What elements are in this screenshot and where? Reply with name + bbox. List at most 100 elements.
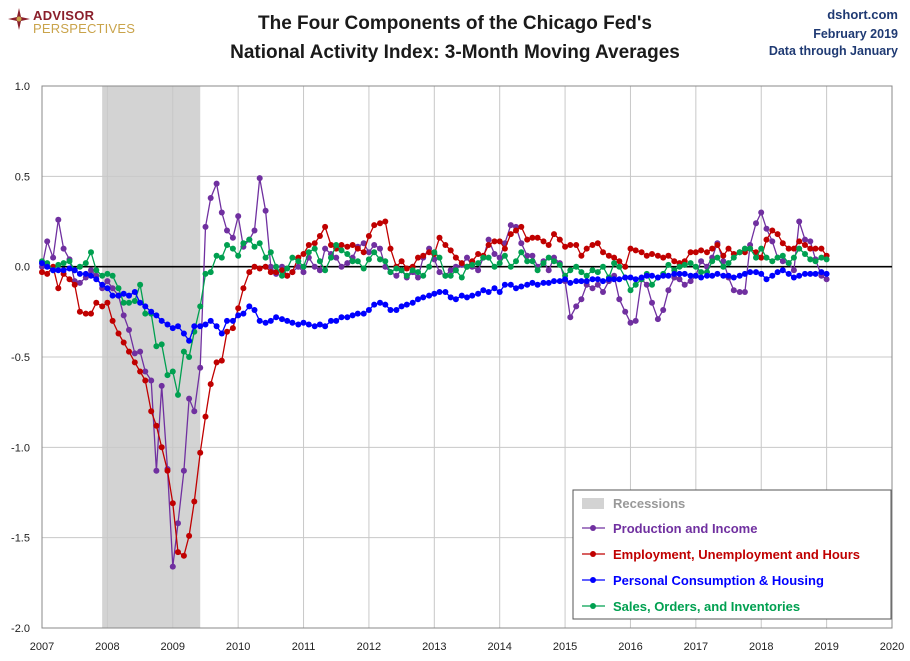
data-point-personal-consumption-housing [458, 292, 465, 299]
data-point-personal-consumption-housing [534, 281, 541, 288]
data-point-employment-unemployment-and-hours [279, 267, 285, 274]
data-point-personal-consumption-housing [687, 272, 694, 279]
data-point-employment-unemployment-and-hours [164, 467, 171, 474]
data-point-employment-unemployment-and-hours [475, 251, 482, 257]
data-point-sales-orders-and-inventories [76, 263, 83, 270]
data-point-employment-unemployment-and-hours [796, 238, 803, 245]
x-tick-label: 2019 [814, 641, 838, 653]
x-tick-label: 2010 [226, 641, 250, 653]
data-point-personal-consumption-housing [311, 323, 318, 330]
data-point-production-and-income [730, 287, 737, 294]
data-point-personal-consumption-housing [229, 317, 236, 324]
data-point-production-and-income [311, 263, 318, 270]
data-point-production-and-income [415, 274, 421, 281]
legend-marker-production-and-income [590, 525, 596, 531]
data-point-production-and-income [790, 267, 797, 274]
y-tick-label: -2.0 [11, 623, 30, 635]
data-point-production-and-income [256, 175, 263, 182]
data-point-production-and-income [344, 260, 351, 267]
data-point-employment-unemployment-and-hours [131, 359, 138, 366]
data-point-production-and-income [207, 195, 214, 201]
data-point-sales-orders-and-inventories [398, 267, 405, 274]
data-point-personal-consumption-housing [562, 276, 569, 283]
data-point-production-and-income [681, 281, 688, 288]
data-point-employment-unemployment-and-hours [807, 245, 814, 252]
data-point-production-and-income [197, 364, 204, 371]
data-point-sales-orders-and-inventories [475, 260, 482, 267]
data-point-employment-unemployment-and-hours [240, 285, 247, 292]
data-point-sales-orders-and-inventories [295, 258, 302, 265]
data-point-sales-orders-and-inventories [82, 260, 89, 267]
data-point-sales-orders-and-inventories [186, 354, 193, 360]
data-point-personal-consumption-housing [556, 278, 563, 285]
data-point-personal-consumption-housing [692, 272, 699, 279]
data-point-production-and-income [643, 281, 650, 288]
data-point-production-and-income [148, 377, 155, 384]
data-point-employment-unemployment-and-hours [213, 359, 220, 366]
data-point-employment-unemployment-and-hours [273, 269, 280, 276]
data-point-sales-orders-and-inventories [289, 254, 296, 261]
data-point-sales-orders-and-inventories [540, 260, 547, 267]
data-point-production-and-income [316, 267, 323, 274]
data-point-employment-unemployment-and-hours [687, 249, 694, 256]
data-point-production-and-income [436, 269, 443, 276]
data-point-personal-consumption-housing [491, 285, 498, 292]
data-point-production-and-income [720, 258, 727, 265]
data-point-employment-unemployment-and-hours [148, 408, 155, 415]
data-point-employment-unemployment-and-hours [802, 242, 808, 248]
data-point-personal-consumption-housing [725, 272, 732, 279]
data-point-personal-consumption-housing [518, 283, 525, 290]
data-point-sales-orders-and-inventories [131, 298, 138, 304]
data-point-employment-unemployment-and-hours [229, 325, 236, 332]
data-point-production-and-income [158, 382, 165, 389]
data-point-production-and-income [687, 278, 694, 285]
data-point-personal-consumption-housing [39, 260, 45, 267]
data-point-employment-unemployment-and-hours [420, 252, 427, 259]
data-point-sales-orders-and-inventories [730, 254, 737, 261]
compass-logo-icon [8, 8, 30, 30]
source-date: February 2019 [813, 27, 898, 41]
data-point-employment-unemployment-and-hours [284, 272, 291, 279]
data-point-employment-unemployment-and-hours [316, 233, 323, 239]
data-point-production-and-income [475, 267, 482, 274]
data-point-sales-orders-and-inventories [279, 272, 285, 279]
data-point-personal-consumption-housing [365, 307, 372, 313]
data-point-employment-unemployment-and-hours [426, 249, 433, 256]
data-point-sales-orders-and-inventories [583, 272, 590, 279]
data-point-personal-consumption-housing [452, 296, 459, 303]
data-point-employment-unemployment-and-hours [507, 231, 514, 238]
legend-label-production-and-income: Production and Income [613, 521, 757, 536]
data-point-personal-consumption-housing [676, 270, 683, 277]
data-point-sales-orders-and-inventories [365, 256, 372, 263]
series-personal-consumption-housing [39, 260, 830, 344]
data-point-personal-consumption-housing [300, 319, 307, 326]
data-point-production-and-income [779, 258, 786, 265]
data-point-employment-unemployment-and-hours [436, 234, 443, 241]
data-point-sales-orders-and-inventories [578, 269, 585, 276]
data-point-sales-orders-and-inventories [818, 254, 825, 261]
data-point-employment-unemployment-and-hours [235, 305, 242, 312]
data-point-sales-orders-and-inventories [55, 261, 62, 268]
data-point-sales-orders-and-inventories [403, 272, 410, 279]
data-point-sales-orders-and-inventories [120, 299, 127, 306]
chart-title-line2: National Activity Index: 3-Month Moving … [230, 42, 680, 63]
legend-label-personal-consumption-housing: Personal Consumption & Housing [613, 573, 824, 588]
data-point-employment-unemployment-and-hours [305, 242, 312, 248]
data-point-personal-consumption-housing [431, 290, 438, 297]
data-point-personal-consumption-housing [442, 289, 449, 295]
data-point-personal-consumption-housing [158, 317, 165, 324]
data-point-personal-consumption-housing [371, 301, 378, 308]
data-point-employment-unemployment-and-hours [632, 247, 639, 254]
data-point-sales-orders-and-inventories [747, 245, 754, 252]
data-point-employment-unemployment-and-hours [186, 532, 193, 539]
data-point-personal-consumption-housing [360, 310, 367, 317]
data-point-production-and-income [377, 245, 383, 252]
y-tick-label: -0.5 [11, 352, 30, 364]
data-point-employment-unemployment-and-hours [447, 247, 454, 254]
data-point-sales-orders-and-inventories [328, 254, 334, 261]
data-point-personal-consumption-housing [115, 292, 122, 299]
logo-text-advisor: ADVISOR [33, 8, 95, 23]
data-point-production-and-income [464, 254, 470, 261]
data-point-employment-unemployment-and-hours [322, 223, 329, 230]
data-point-personal-consumption-housing [382, 301, 389, 308]
